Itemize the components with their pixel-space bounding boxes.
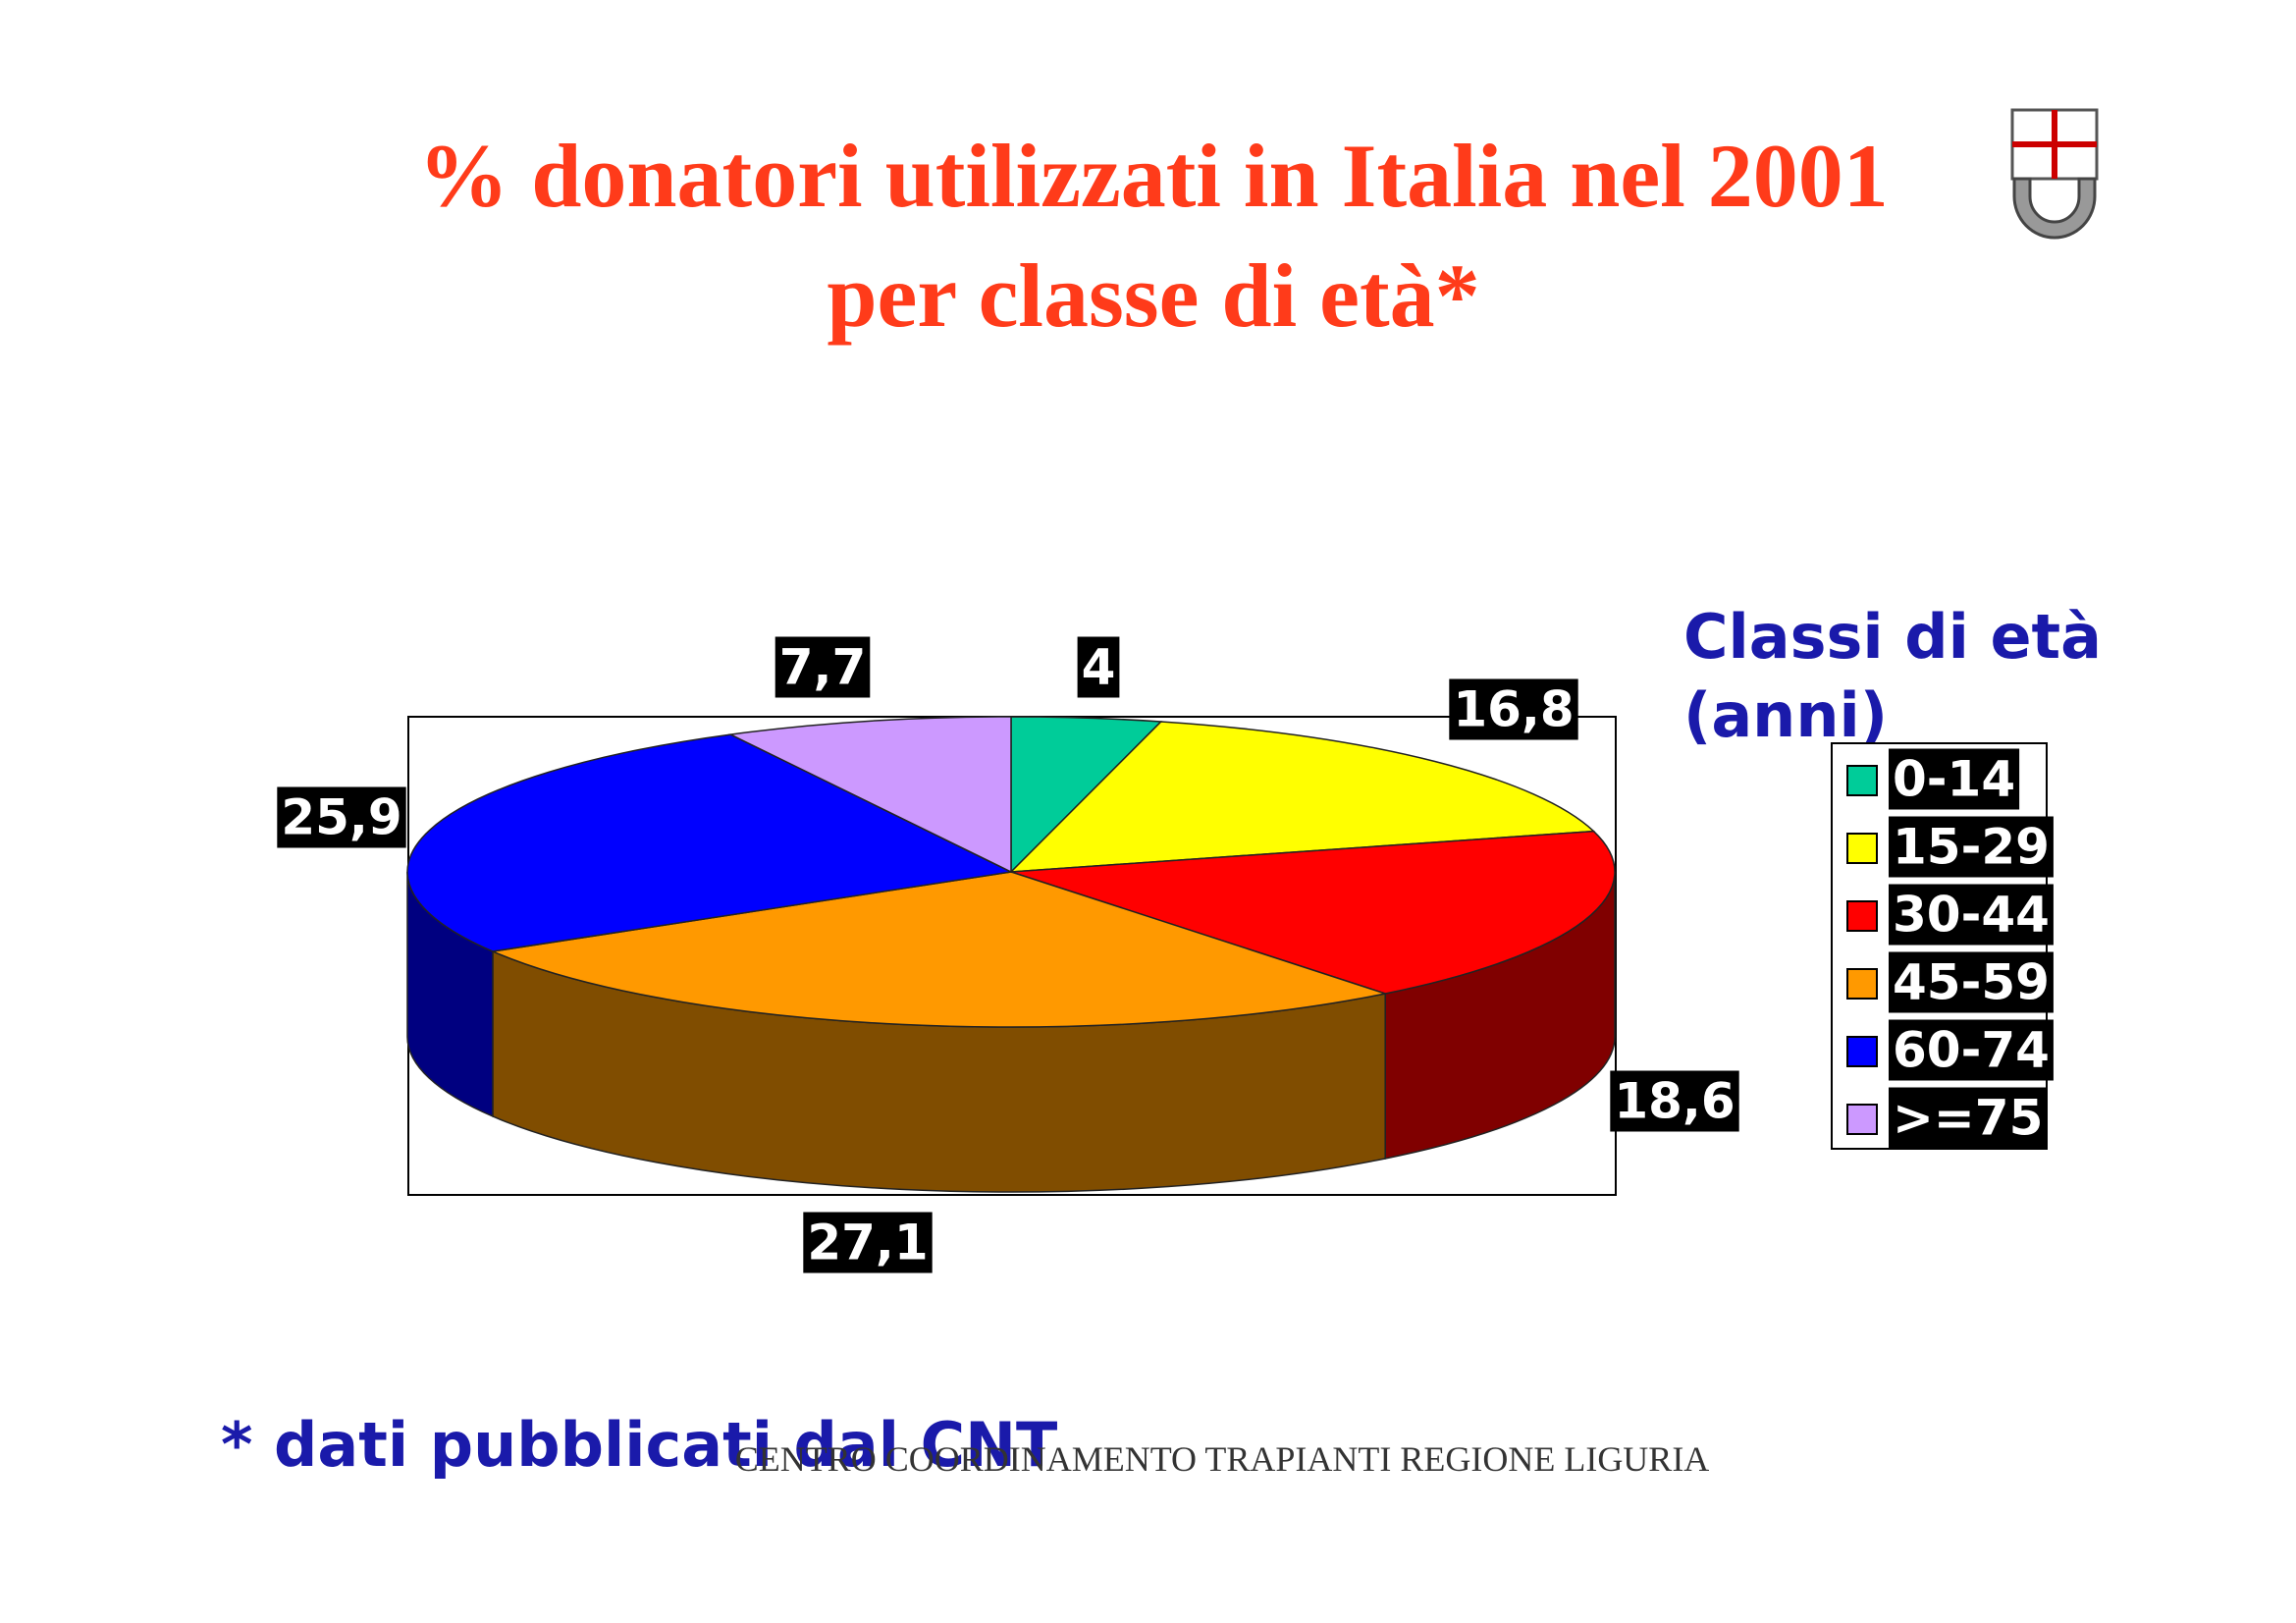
slice	[727, 716, 1012, 874]
data-label-bg	[277, 786, 406, 848]
legend-label-bg	[1889, 1019, 2054, 1081]
logo	[2010, 108, 2099, 240]
slice	[1010, 830, 1616, 995]
legend-label-bg	[1889, 1087, 2048, 1149]
title-line: % donatori utilizzati in Italia nel 2001	[418, 126, 1889, 226]
title-line: per classe di età*	[827, 245, 1479, 346]
legend-label-bg	[1889, 951, 2054, 1013]
legend-title: (anni)	[1683, 679, 1888, 751]
legend-label-bg	[1889, 748, 2020, 810]
slice	[490, 871, 1389, 1028]
legend-label: >=75	[1893, 1090, 2043, 1147]
footer: CENTRO COORDINAMENTO TRAPIANTI REGIONE L…	[735, 1439, 1710, 1479]
legend-title: Classi di età	[1683, 601, 2102, 673]
data-label: 16,8	[1453, 681, 1574, 738]
legend-label: 60-74	[1893, 1022, 2050, 1079]
legend-label: 0-14	[1893, 751, 2015, 808]
data-label-bg	[774, 636, 871, 698]
data-label-bg	[803, 1212, 933, 1273]
legend-swatch	[1846, 765, 1878, 796]
data-label-bg	[1449, 678, 1578, 740]
legend-label-bg	[1889, 884, 2054, 946]
legend-swatch	[1846, 1104, 1878, 1135]
legend-label: 45-59	[1893, 954, 2050, 1011]
data-label: 25,9	[281, 789, 401, 846]
footnote: * dati pubblicati dal CNT	[221, 1409, 1057, 1481]
legend-box	[1831, 742, 2048, 1150]
legend-swatch	[1846, 1036, 1878, 1067]
slice	[1009, 721, 1596, 873]
data-label: 4	[1082, 639, 1116, 696]
slice	[406, 733, 1014, 952]
data-label-bg	[1610, 1070, 1739, 1132]
data-label: 7,7	[779, 639, 867, 696]
legend-label: 30-44	[1893, 887, 2050, 944]
legend-label-bg	[1889, 816, 2054, 878]
legend: 0-14 15-29 30-44 45-59 60-74 >=75	[1846, 748, 2054, 1149]
legend-label: 15-29	[1893, 819, 2050, 876]
pie: 4 16,8 18,6 27,1 25,9 7,7	[277, 636, 1739, 1273]
data-label: 18,6	[1614, 1073, 1735, 1130]
legend-swatch	[1846, 833, 1878, 864]
data-label: 27,1	[807, 1215, 928, 1271]
data-label-bg	[1077, 636, 1120, 698]
legend-swatch	[1846, 900, 1878, 932]
legend-swatch	[1846, 968, 1878, 1000]
